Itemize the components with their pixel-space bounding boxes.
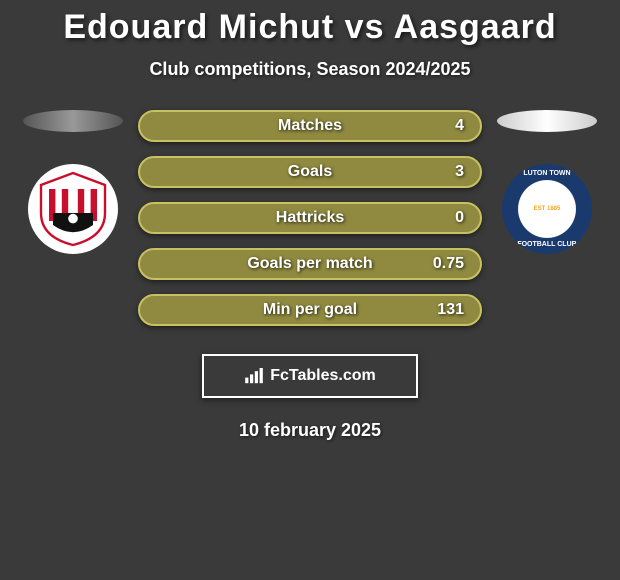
- stat-label: Goals: [288, 163, 332, 181]
- player-right-disc: [497, 110, 597, 132]
- stat-label: Matches: [278, 117, 342, 135]
- stat-value: 4: [455, 117, 464, 135]
- stat-pill-matches: Matches 4: [138, 110, 482, 142]
- brand-box[interactable]: FcTables.com: [202, 354, 418, 398]
- stat-value: 0: [455, 209, 464, 227]
- infographic-container: Edouard Michut vs Aasgaard Club competit…: [0, 0, 620, 449]
- luton-ring-bottom: FOOTBALL CLUB: [502, 241, 592, 248]
- stat-pill-goals-per-match: Goals per match 0.75: [138, 248, 482, 280]
- player-left-disc: [23, 110, 123, 132]
- brand-text: FcTables.com: [270, 367, 376, 385]
- right-player-column: LUTON TOWN EST 1885 FOOTBALL CLUB: [492, 110, 602, 254]
- stat-pill-goals: Goals 3: [138, 156, 482, 188]
- stats-column: Matches 4 Goals 3 Hattricks 0 Goals per …: [128, 110, 492, 326]
- chart-bars-icon: [244, 368, 264, 384]
- left-player-column: [18, 110, 128, 254]
- comparison-title: Edouard Michut vs Aasgaard: [10, 8, 610, 47]
- stat-pill-min-per-goal: Min per goal 131: [138, 294, 482, 326]
- stat-label: Min per goal: [263, 301, 357, 319]
- luton-ring-top: LUTON TOWN: [502, 170, 592, 177]
- stat-label: Hattricks: [276, 209, 344, 227]
- stat-pill-hattricks: Hattricks 0: [138, 202, 482, 234]
- stat-label: Goals per match: [247, 255, 372, 273]
- luton-badge-icon: LUTON TOWN EST 1885 FOOTBALL CLUB: [502, 164, 592, 254]
- season-subtitle: Club competitions, Season 2024/2025: [10, 59, 610, 80]
- stat-value: 0.75: [433, 255, 464, 273]
- sunderland-badge-icon: [28, 164, 118, 254]
- luton-center-text: EST 1885: [534, 206, 561, 212]
- main-row: Matches 4 Goals 3 Hattricks 0 Goals per …: [10, 110, 610, 326]
- date-text: 10 february 2025: [10, 420, 610, 441]
- stat-value: 3: [455, 163, 464, 181]
- stat-value: 131: [437, 301, 464, 319]
